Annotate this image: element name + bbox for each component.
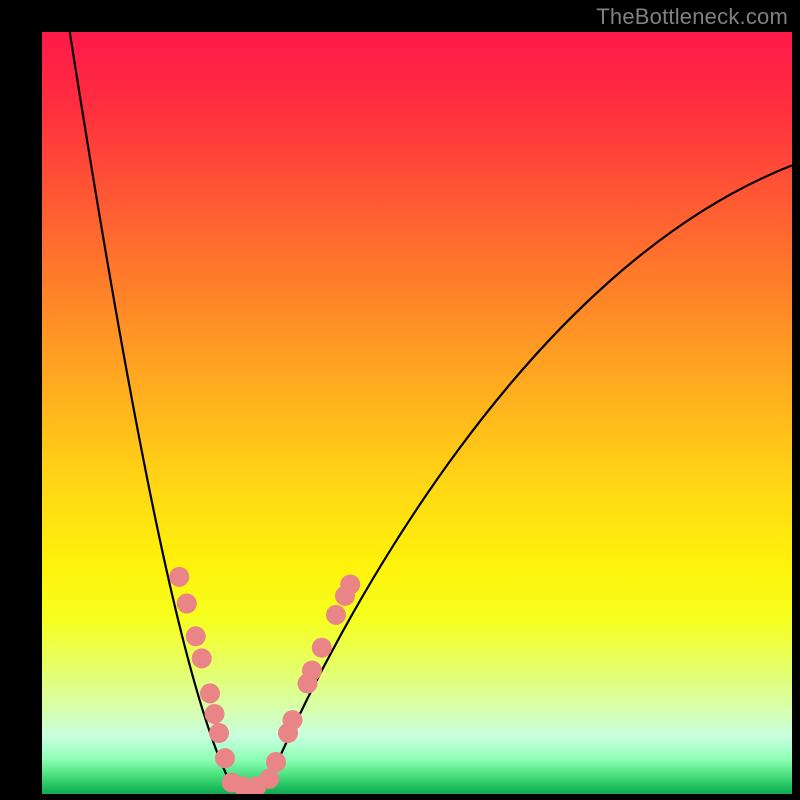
scatter-point [169, 567, 189, 587]
watermark-text: TheBottleneck.com [596, 4, 788, 30]
chart-wrapper: TheBottleneck.com [0, 0, 800, 800]
scatter-point [205, 704, 225, 724]
scatter-point [266, 752, 286, 772]
scatter-point [302, 661, 322, 681]
scatter-point [283, 710, 303, 730]
scatter-point [340, 574, 360, 594]
scatter-point [326, 605, 346, 625]
scatter-point [215, 748, 235, 768]
scatter-point [177, 594, 197, 614]
bottleneck-chart [0, 0, 800, 800]
gradient-background [42, 32, 792, 794]
scatter-point [192, 648, 212, 668]
scatter-point [312, 638, 332, 658]
scatter-point [186, 626, 206, 646]
scatter-point [209, 723, 229, 743]
scatter-point [200, 683, 220, 703]
